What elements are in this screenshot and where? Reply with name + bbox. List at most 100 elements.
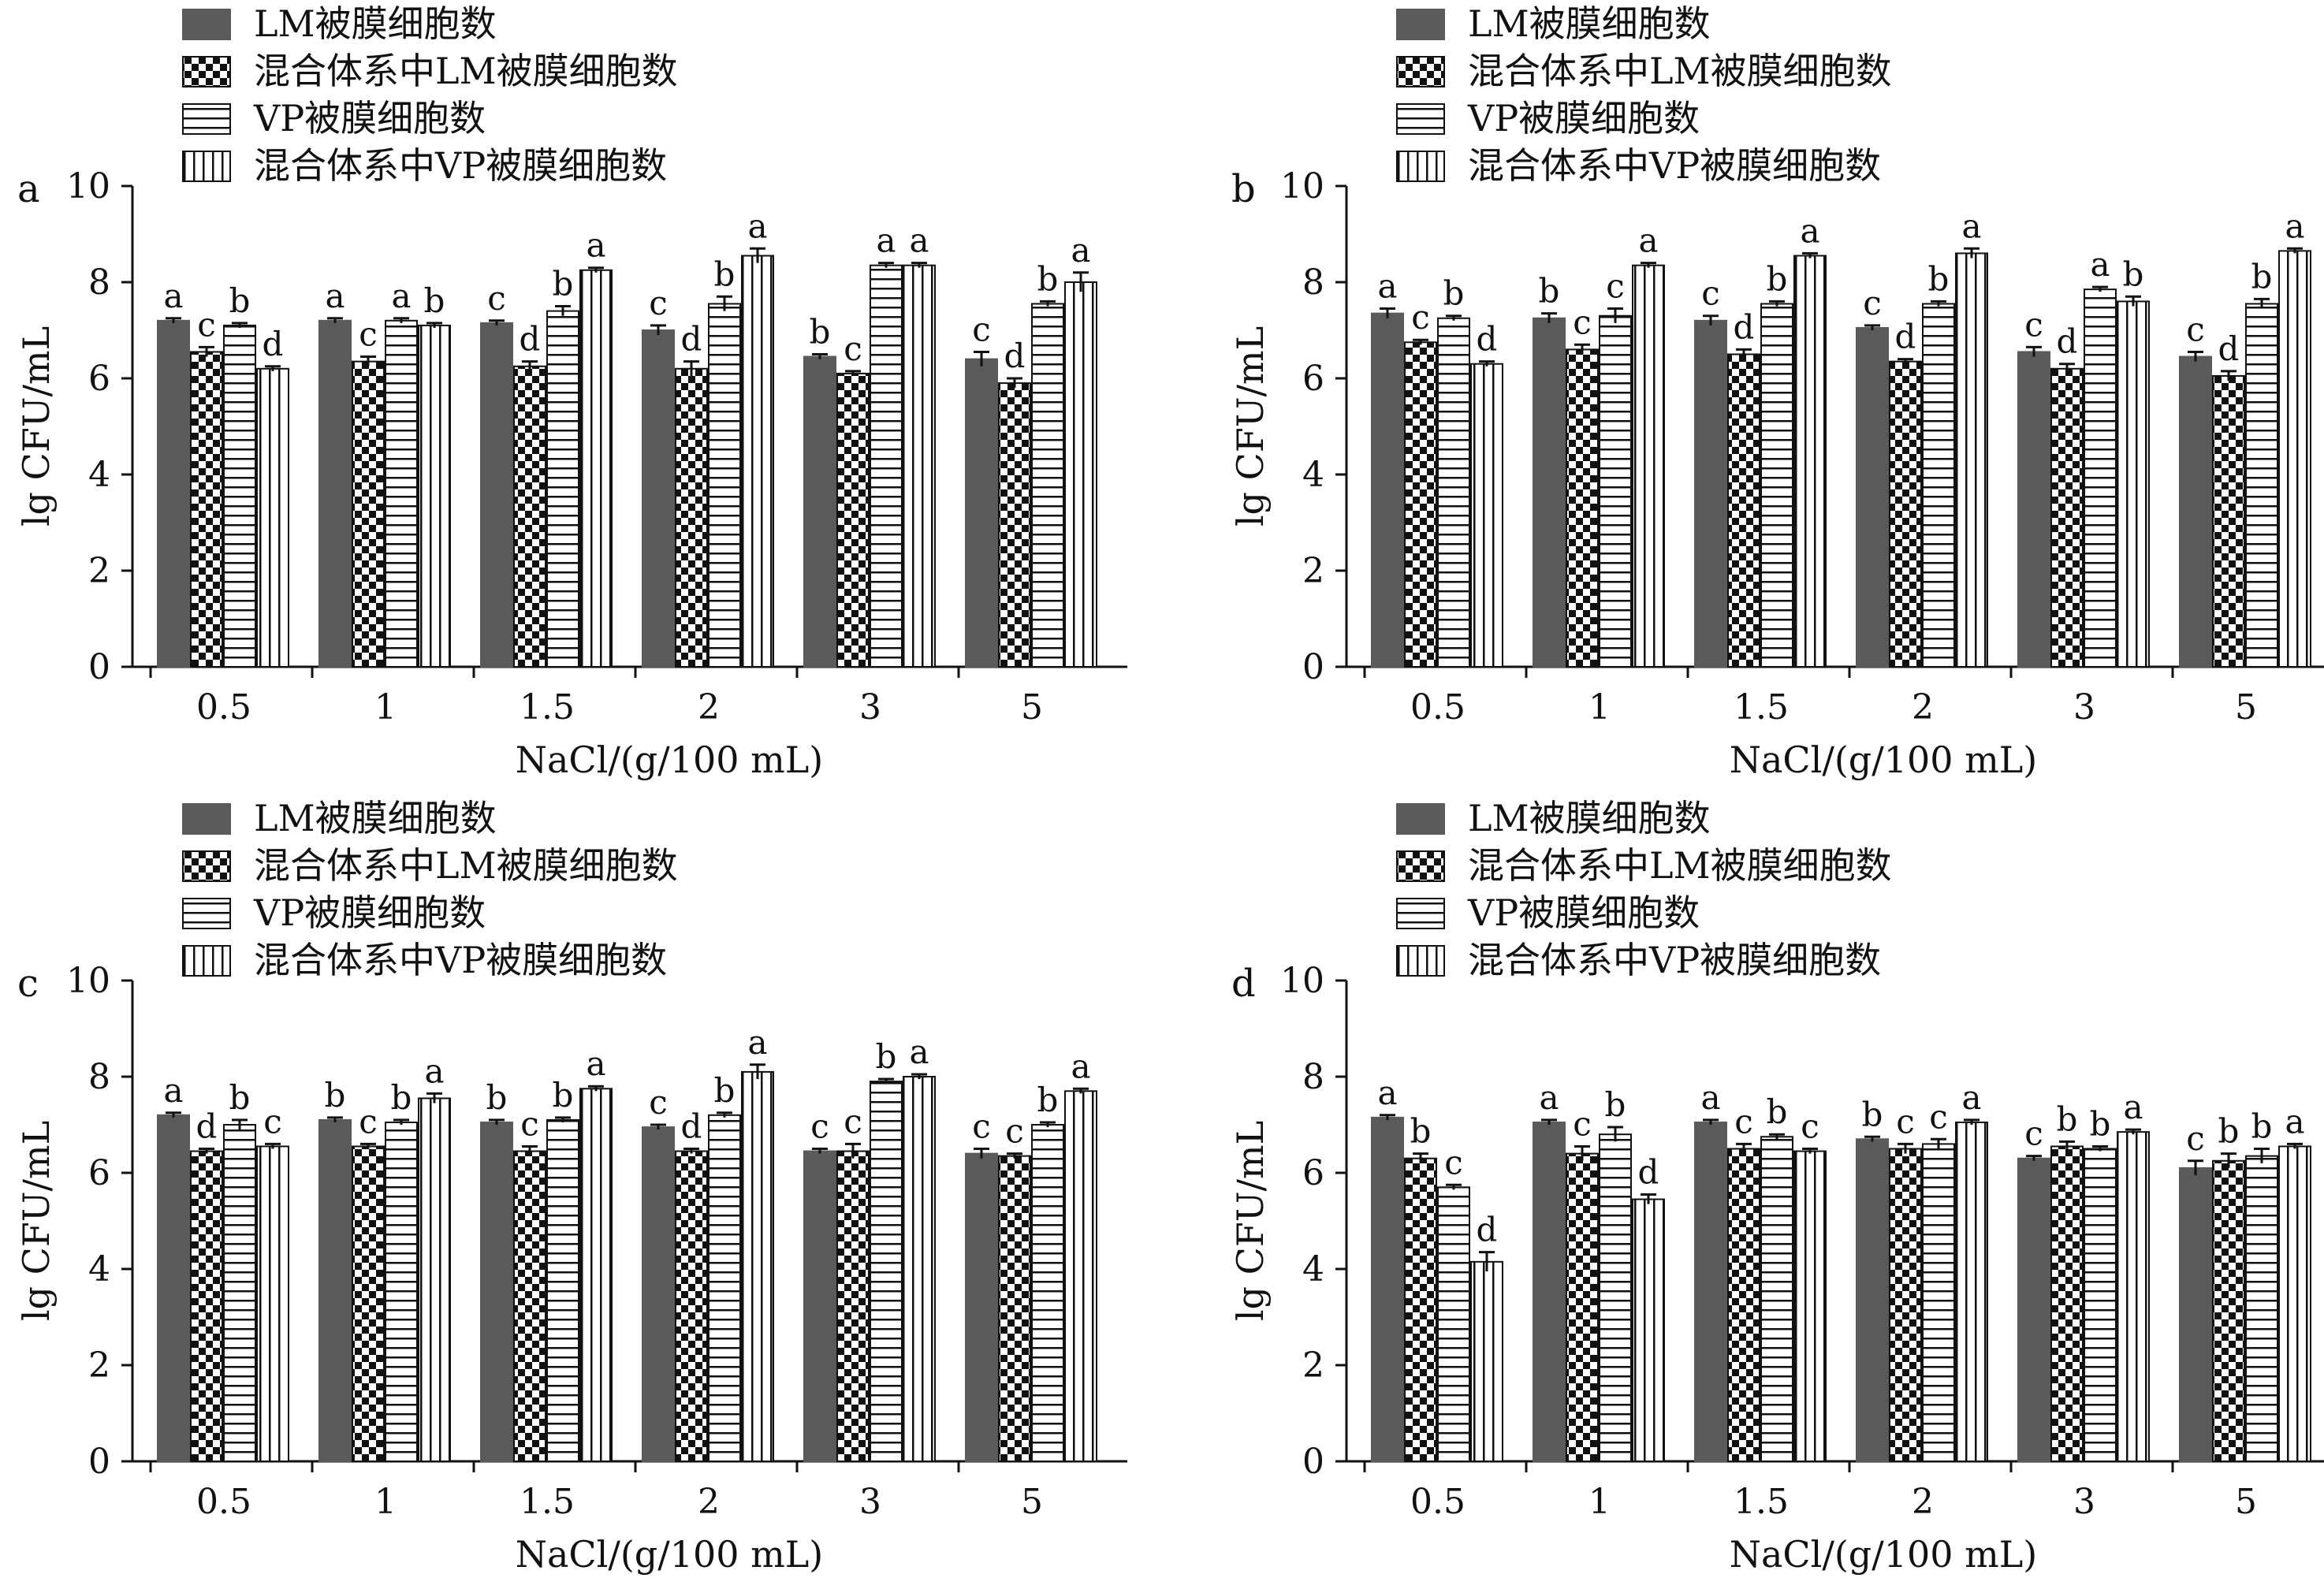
significance-letter: d	[1477, 1211, 1498, 1249]
panel-label: b	[1231, 167, 1256, 211]
significance-letter: a	[163, 277, 183, 315]
x-tick-label: 1.5	[520, 1482, 575, 1522]
x-tick-label: 0.5	[1410, 687, 1466, 728]
y-tick-label: 8	[1302, 262, 1324, 303]
bar	[513, 1150, 546, 1462]
y-tick-label: 10	[66, 166, 110, 207]
bar	[1889, 360, 1922, 668]
bar	[1632, 264, 1665, 668]
bar	[418, 1097, 451, 1462]
significance-letter: a	[1961, 1078, 1981, 1117]
significance-letter: a	[1539, 1078, 1559, 1117]
significance-letter: b	[1767, 259, 1788, 298]
legend-swatch	[1396, 9, 1445, 40]
bar	[1889, 1148, 1922, 1462]
legend-label: 混合体系中VP被膜细胞数	[1468, 939, 1881, 981]
legend-label: 混合体系中VP被膜细胞数	[1468, 144, 1881, 187]
significance-letter: c	[649, 1083, 668, 1122]
significance-letter: b	[391, 1078, 412, 1117]
bar	[1470, 1260, 1503, 1462]
bar	[2050, 1145, 2084, 1462]
significance-letter: c	[810, 1107, 829, 1146]
significance-letter: b	[2218, 1112, 2240, 1151]
bar	[803, 1150, 836, 1462]
bar	[1694, 1121, 1727, 1462]
bar	[965, 358, 998, 668]
bar	[157, 319, 190, 668]
bar	[998, 382, 1031, 668]
x-tick-label: 5	[2235, 1482, 2257, 1522]
significance-letter: c	[1801, 1107, 1819, 1146]
bar	[480, 1121, 513, 1462]
bar	[1727, 1148, 1760, 1462]
bar	[1566, 1152, 1599, 1462]
bar	[546, 1118, 579, 1462]
legend-swatch	[182, 151, 231, 182]
x-tick-label: 1	[1588, 1482, 1611, 1522]
significance-letter: a	[909, 1033, 929, 1071]
y-tick-label: 2	[88, 1345, 110, 1386]
legend-swatch	[182, 898, 231, 929]
legend-label: 混合体系中LM被膜细胞数	[1468, 844, 1892, 887]
significance-letter: c	[844, 329, 862, 368]
bar	[418, 324, 451, 668]
y-tick-label: 6	[88, 359, 110, 399]
bar	[579, 1088, 613, 1462]
legend-swatch	[1396, 151, 1445, 182]
significance-letter: b	[486, 1078, 508, 1117]
x-tick-label: 1.5	[520, 687, 575, 728]
x-tick-label: 3	[2073, 687, 2095, 728]
significance-letter: c	[359, 1102, 378, 1141]
significance-letter: a	[586, 226, 605, 265]
bar	[1371, 1116, 1404, 1462]
bar	[1031, 1124, 1064, 1462]
x-axis-label: NaCl/(g/100 mL)	[1730, 1533, 2038, 1576]
bar	[256, 367, 289, 668]
bar	[2245, 1155, 2278, 1462]
bar	[1031, 303, 1064, 668]
bar	[223, 324, 256, 668]
significance-letter: a	[163, 1071, 183, 1110]
x-tick-label: 3	[859, 1482, 881, 1522]
significance-letter: a	[1377, 267, 1397, 306]
bar	[1566, 348, 1599, 668]
x-tick-label: 1	[374, 1482, 397, 1522]
y-tick-label: 4	[1302, 455, 1324, 495]
significance-letter: a	[2285, 207, 2304, 245]
legend-swatch	[182, 56, 231, 87]
y-tick-label: 0	[1302, 647, 1324, 687]
bar	[2179, 355, 2212, 668]
bar	[1404, 1157, 1437, 1462]
significance-letter: b	[2123, 255, 2144, 293]
significance-letter: a	[424, 1051, 444, 1090]
significance-letter: c	[844, 1102, 862, 1141]
significance-letter: a	[1961, 207, 1981, 245]
panel-label: a	[17, 167, 40, 211]
bar	[385, 319, 418, 668]
y-tick-label: 6	[88, 1153, 110, 1193]
bar	[2050, 367, 2084, 668]
significance-letter: b	[714, 1071, 736, 1110]
significance-letter: b	[1539, 272, 1560, 311]
legend-label: VP被膜细胞数	[253, 97, 486, 140]
x-tick-label: 0.5	[196, 1482, 251, 1522]
bar	[2084, 1148, 2117, 1462]
significance-letter: d	[1477, 320, 1498, 359]
bar	[870, 264, 903, 668]
significance-letter: c	[1573, 303, 1592, 341]
bar	[1922, 303, 1955, 668]
bar	[836, 1150, 870, 1462]
significance-letter: c	[1863, 284, 1882, 322]
bar	[1470, 363, 1503, 668]
significance-letter: d	[1734, 307, 1755, 346]
x-axis-label: NaCl/(g/100 mL)	[516, 739, 824, 781]
bar	[1599, 1133, 1632, 1462]
bar	[903, 1076, 936, 1462]
significance-letter: a	[747, 207, 767, 245]
significance-letter: b	[876, 1037, 897, 1076]
bar	[256, 1145, 289, 1462]
